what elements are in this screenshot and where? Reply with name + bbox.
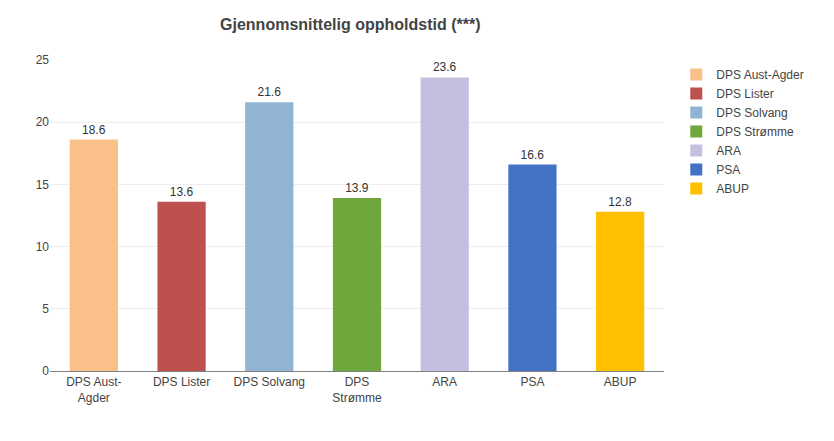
svg-text:DPS Lister: DPS Lister bbox=[716, 87, 773, 101]
svg-text:ABUP: ABUP bbox=[716, 182, 749, 196]
svg-text:13.9: 13.9 bbox=[345, 181, 369, 195]
svg-text:10: 10 bbox=[36, 240, 50, 254]
svg-text:15: 15 bbox=[36, 178, 50, 192]
svg-text:12.8: 12.8 bbox=[608, 195, 632, 209]
svg-text:ARA: ARA bbox=[432, 375, 457, 389]
svg-text:DPSStrømme: DPSStrømme bbox=[332, 375, 382, 405]
svg-text:16.6: 16.6 bbox=[521, 148, 545, 162]
svg-text:21.6: 21.6 bbox=[257, 85, 281, 99]
svg-text:0: 0 bbox=[42, 364, 49, 378]
svg-text:PSA: PSA bbox=[520, 375, 544, 389]
svg-text:ABUP: ABUP bbox=[604, 375, 637, 389]
svg-text:DPS Strømme: DPS Strømme bbox=[716, 125, 794, 139]
svg-text:23.6: 23.6 bbox=[433, 60, 457, 74]
svg-text:20: 20 bbox=[36, 115, 50, 129]
svg-text:DPS Aust-Agder: DPS Aust-Agder bbox=[716, 68, 803, 82]
svg-text:DPS Solvang: DPS Solvang bbox=[234, 375, 305, 389]
svg-text:PSA: PSA bbox=[716, 163, 740, 177]
svg-text:DPS Aust-Agder: DPS Aust-Agder bbox=[66, 375, 121, 405]
svg-text:18.6: 18.6 bbox=[82, 123, 106, 137]
svg-text:DPS Lister: DPS Lister bbox=[153, 375, 210, 389]
svg-text:5: 5 bbox=[42, 302, 49, 316]
svg-text:ARA: ARA bbox=[716, 144, 741, 158]
svg-text:DPS Solvang: DPS Solvang bbox=[716, 106, 787, 120]
svg-text:25: 25 bbox=[36, 53, 50, 67]
svg-text:Gjennomsnittelig oppholdstid (: Gjennomsnittelig oppholdstid (***) bbox=[220, 16, 480, 33]
svg-text:13.6: 13.6 bbox=[170, 185, 194, 199]
